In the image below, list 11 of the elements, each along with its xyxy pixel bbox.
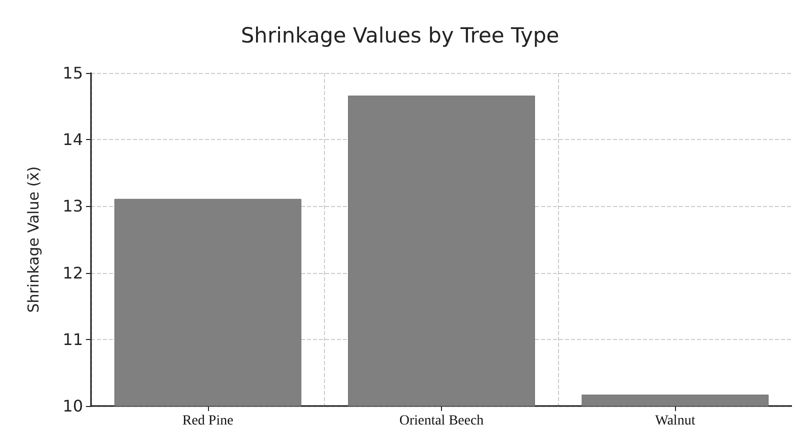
x-tick-label: Walnut (655, 414, 696, 428)
y-tick-label: 15 (62, 64, 83, 82)
y-axis-title: Shrinkage Value (x̄) (24, 166, 42, 313)
chart-title: Shrinkage Values by Tree Type (240, 24, 560, 48)
y-tick-label: 12 (62, 263, 83, 282)
y-tick-label: 14 (62, 130, 83, 150)
x-tick-label: Red Pine (182, 414, 234, 428)
y-tick-label: 10 (62, 396, 83, 416)
y-tick-label: 11 (62, 330, 83, 349)
x-tick-label: Oriental Beech (399, 414, 484, 428)
y-tick-label: 13 (62, 196, 83, 216)
